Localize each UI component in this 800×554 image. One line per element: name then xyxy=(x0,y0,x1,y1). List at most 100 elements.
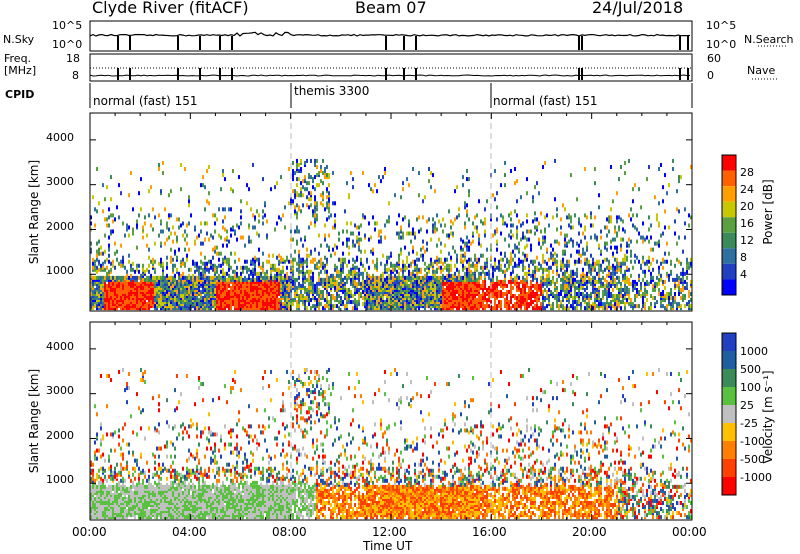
heatmap-cell xyxy=(436,285,438,290)
heatmap-cell xyxy=(604,245,606,250)
heatmap-cell xyxy=(410,300,412,305)
heatmap-cell xyxy=(190,275,192,280)
power-ytick-2000: 2000 xyxy=(46,220,74,233)
heatmap-cell xyxy=(380,291,382,296)
heatmap-cell xyxy=(356,257,358,262)
heatmap-cell xyxy=(254,300,256,305)
heatmap-cell xyxy=(222,275,224,280)
heatmap-cell xyxy=(136,275,138,280)
velocity-ytick-2000: 2000 xyxy=(46,429,74,442)
heatmap-cell xyxy=(262,285,264,290)
heatmap-cell xyxy=(510,300,512,305)
heatmap-cell xyxy=(126,294,128,299)
heatmap-cell xyxy=(502,283,504,288)
heatmap-cell xyxy=(340,279,342,284)
heatmap-cell xyxy=(124,294,126,299)
heatmap-cell xyxy=(216,289,218,294)
heatmap-cell xyxy=(448,279,450,284)
heatmap-cell xyxy=(448,287,450,292)
heatmap-cell xyxy=(364,289,366,294)
heatmap-cell xyxy=(352,281,354,286)
heatmap-cell xyxy=(356,306,358,311)
heatmap-cell xyxy=(218,296,220,301)
heatmap-cell xyxy=(296,169,298,174)
heatmap-cell xyxy=(548,294,550,299)
heatmap-cell xyxy=(400,227,402,232)
heatmap-cell xyxy=(568,273,570,278)
heatmap-cell xyxy=(388,285,390,290)
heatmap-cell xyxy=(336,283,338,288)
heatmap-cell xyxy=(352,257,354,262)
heatmap-cell xyxy=(386,294,388,299)
heatmap-cell xyxy=(520,237,522,242)
heatmap-cell xyxy=(92,195,94,200)
heatmap-cell xyxy=(506,306,508,311)
heatmap-cell xyxy=(304,177,306,182)
heatmap-cell xyxy=(92,291,94,296)
heatmap-cell xyxy=(188,291,190,296)
heatmap-cell xyxy=(294,189,296,194)
heatmap-cell xyxy=(386,279,388,284)
heatmap-cell xyxy=(90,287,92,292)
heatmap-cell xyxy=(466,279,468,284)
heatmap-cell xyxy=(524,291,526,296)
heatmap-cell xyxy=(386,219,388,224)
heatmap-cell xyxy=(606,233,608,238)
heatmap-cell xyxy=(256,209,258,214)
heatmap-cell xyxy=(452,283,454,288)
heatmap-cell xyxy=(242,277,244,282)
heatmap-cell xyxy=(296,261,298,266)
heatmap-cell xyxy=(402,281,404,286)
heatmap-cell xyxy=(346,237,348,242)
heatmap-cell xyxy=(248,279,250,284)
heatmap-cell xyxy=(444,275,446,280)
heatmap-cell xyxy=(576,300,578,305)
vel-cbar-tick-m1000: -1000 xyxy=(740,471,772,484)
heatmap-cell xyxy=(404,215,406,220)
heatmap-cell xyxy=(200,241,202,246)
heatmap-cell xyxy=(252,291,254,296)
heatmap-cell xyxy=(472,306,474,311)
heatmap-cell xyxy=(92,289,94,294)
heatmap-cell xyxy=(552,306,554,311)
heatmap-cell xyxy=(564,239,566,244)
heatmap-cell xyxy=(470,283,472,288)
heatmap-cell xyxy=(592,302,594,307)
heatmap-cell xyxy=(550,265,552,270)
heatmap-cell xyxy=(346,263,348,268)
heatmap-cell xyxy=(296,294,298,299)
freq-tick-top: 18 xyxy=(66,52,80,65)
heatmap-cell xyxy=(196,304,198,309)
heatmap-cell xyxy=(244,243,246,248)
heatmap-cell xyxy=(518,294,520,299)
heatmap-cell xyxy=(150,294,152,299)
heatmap-cell xyxy=(356,225,358,230)
heatmap-cell xyxy=(282,277,284,282)
heatmap-cell xyxy=(560,261,562,266)
heatmap-cell xyxy=(218,287,220,292)
heatmap-cell xyxy=(108,271,110,276)
heatmap-cell xyxy=(594,277,596,282)
heatmap-cell xyxy=(382,285,384,290)
heatmap-cell xyxy=(410,285,412,290)
heatmap-cell xyxy=(444,302,446,307)
heatmap-cell xyxy=(172,225,174,230)
heatmap-cell xyxy=(168,215,170,220)
heatmap-cell xyxy=(322,158,324,163)
heatmap-cell xyxy=(586,285,588,290)
heatmap-cell xyxy=(520,306,522,311)
heatmap-cell xyxy=(442,217,444,222)
heatmap-cell xyxy=(342,229,344,234)
heatmap-cell xyxy=(200,296,202,301)
heatmap-cell xyxy=(96,281,98,286)
heatmap-cell xyxy=(402,277,404,282)
heatmap-cell xyxy=(380,306,382,311)
heatmap-cell xyxy=(540,304,542,309)
heatmap-cell xyxy=(308,253,310,258)
heatmap-cell xyxy=(502,215,504,220)
heatmap-cell xyxy=(98,285,100,290)
heatmap-cell xyxy=(148,291,150,296)
heatmap-cell xyxy=(194,296,196,301)
heatmap-cell xyxy=(212,279,214,284)
heatmap-cell xyxy=(248,275,250,280)
